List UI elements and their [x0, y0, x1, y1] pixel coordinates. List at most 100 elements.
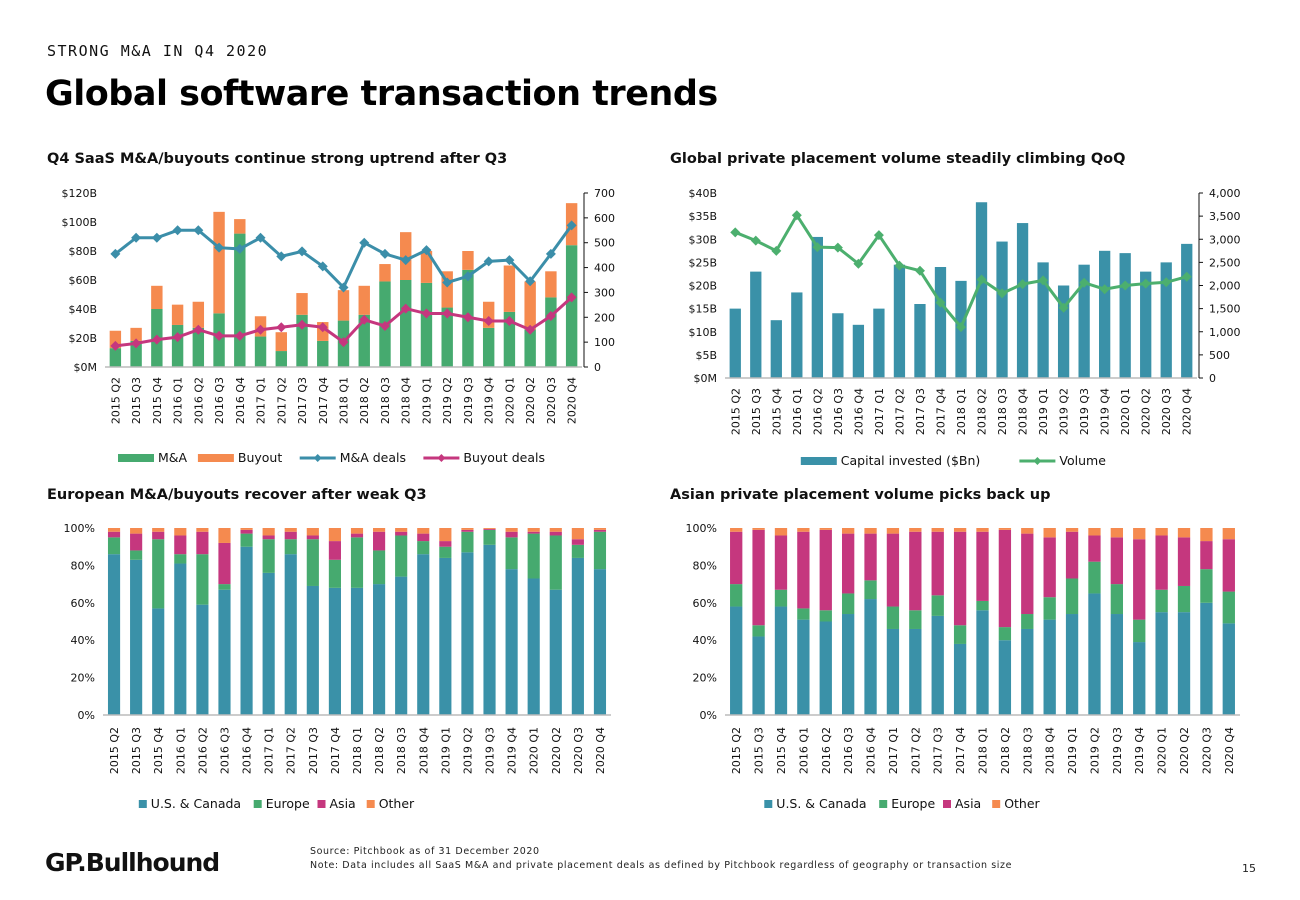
bar: [395, 535, 408, 577]
line-marker: [545, 248, 556, 259]
y-tick-label: $25B: [688, 256, 717, 269]
bar: [284, 528, 297, 532]
x-tick-label: 2017 Q3: [932, 727, 945, 774]
bar: [1088, 561, 1101, 594]
bar: [774, 535, 788, 590]
line-marker: [525, 324, 536, 335]
y-right-tick-label: 2,500: [1209, 256, 1241, 269]
x-tick-label: 2017 Q1: [263, 727, 276, 774]
x-tick-label: 2017 Q1: [887, 727, 900, 774]
line-marker: [791, 210, 802, 221]
eyebrow-label: STRONG M&A IN Q4 2020: [47, 42, 269, 60]
bar: [1133, 528, 1146, 540]
x-tick-label: 2018 Q2: [999, 727, 1012, 774]
bar: [192, 301, 205, 328]
bar: [1099, 250, 1111, 378]
bar: [439, 557, 452, 715]
bar: [549, 528, 562, 532]
y-tick-label: $15B: [688, 303, 717, 316]
y-tick-label: 100%: [686, 522, 717, 535]
bar: [976, 531, 989, 601]
legend-label: Europe: [891, 796, 935, 811]
bar: [527, 531, 540, 534]
source-note: Source: Pitchbook as of 31 December 2020: [310, 846, 540, 857]
bar: [729, 308, 741, 378]
bar: [1043, 528, 1056, 538]
y-right-tick-label: 3,000: [1209, 233, 1241, 246]
bar: [358, 285, 370, 315]
line-marker: [566, 292, 577, 303]
bar: [107, 554, 121, 715]
bar: [1177, 537, 1191, 586]
line-marker: [462, 271, 473, 282]
y-tick-label: $80B: [68, 245, 97, 258]
y-right-tick-label: 1,000: [1209, 326, 1241, 339]
bar: [1160, 262, 1172, 378]
y-tick-label: 0%: [700, 709, 717, 722]
line-marker: [1017, 279, 1028, 290]
bar: [441, 271, 453, 308]
legend-swatch: [943, 800, 951, 808]
x-tick-label: 2016 Q1: [797, 727, 810, 774]
y-right-tick-label: 0: [594, 361, 601, 374]
bar: [1133, 619, 1146, 643]
x-tick-label: 2020 Q2: [550, 727, 563, 774]
legend-swatch: [879, 800, 888, 808]
line-marker: [956, 322, 966, 333]
line-marker: [566, 220, 577, 231]
bar: [441, 307, 453, 367]
x-tick-label: 2016 Q1: [172, 377, 185, 424]
y-tick-label: 20%: [693, 672, 717, 685]
bar: [1057, 285, 1070, 378]
bar: [107, 531, 121, 538]
legend-swatch: [764, 800, 773, 808]
bar: [439, 541, 452, 547]
line-marker: [172, 225, 183, 236]
y-tick-label: $40B: [688, 187, 717, 200]
bar: [482, 327, 495, 367]
line-marker: [1079, 277, 1090, 288]
bar: [483, 529, 496, 545]
bar: [284, 539, 297, 555]
x-tick-label: 2016 Q3: [213, 377, 226, 424]
line-marker: [255, 232, 266, 243]
x-tick-label: 2017 Q2: [893, 388, 906, 435]
bar: [549, 535, 562, 590]
y-tick-label: 20%: [71, 672, 95, 685]
bar: [953, 625, 967, 644]
x-tick-label: 2016 Q3: [832, 388, 845, 435]
line-marker: [1181, 271, 1192, 282]
x-tick-label: 2019 Q1: [420, 377, 433, 424]
bar: [420, 251, 433, 283]
bar: [770, 320, 782, 378]
bar: [1155, 612, 1168, 715]
bar: [774, 589, 788, 607]
bar: [730, 531, 743, 585]
legend-marker: [313, 454, 322, 462]
bar: [750, 271, 762, 378]
bar: [1133, 539, 1146, 620]
bar: [240, 546, 253, 715]
bar: [174, 528, 187, 536]
bar: [1065, 614, 1079, 715]
line-marker: [1120, 280, 1131, 291]
line-marker: [442, 277, 453, 288]
x-tick-label: 2015 Q3: [130, 727, 143, 774]
legend-marker: [1033, 457, 1042, 465]
bar: [218, 528, 231, 543]
x-tick-label: 2016 Q3: [218, 727, 231, 774]
bar: [1222, 623, 1235, 715]
x-tick-label: 2018 Q3: [1021, 727, 1034, 774]
y-right-tick-label: 300: [594, 286, 615, 299]
x-tick-label: 2015 Q4: [151, 377, 164, 424]
line-marker: [832, 242, 843, 253]
bar: [1110, 614, 1124, 715]
legend-swatch: [138, 800, 147, 808]
y-tick-label: 60%: [693, 597, 717, 610]
bar: [505, 537, 518, 570]
bar: [527, 528, 540, 532]
legend-label: M&A deals: [340, 450, 406, 465]
y-tick-label: $5B: [695, 349, 717, 362]
x-tick-label: 2019 Q2: [1058, 388, 1071, 435]
bar: [130, 550, 143, 560]
